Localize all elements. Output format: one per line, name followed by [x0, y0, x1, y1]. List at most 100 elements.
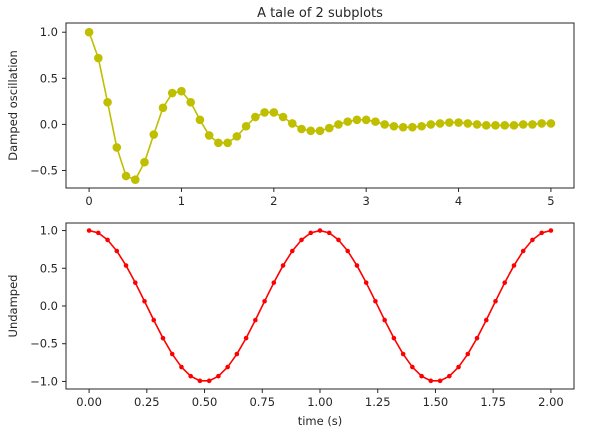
top-data-point	[398, 122, 408, 132]
bottom-data-point	[271, 280, 277, 285]
top-subplot-ylabel: Damped oscillation	[6, 50, 20, 160]
top-data-point	[251, 112, 260, 122]
bottom-data-point	[105, 237, 110, 243]
bottom-data-point	[262, 298, 267, 304]
bottom-data-point	[483, 317, 489, 323]
bottom-xtick-label: 1.75	[480, 395, 506, 409]
bottom-data-point	[123, 263, 129, 268]
top-xtick-label: 4	[455, 194, 462, 208]
bottom-data-point	[354, 263, 360, 268]
bottom-data-point	[86, 228, 92, 233]
bottom-data-point	[151, 317, 157, 323]
top-data-point	[112, 143, 122, 152]
bottom-data-point	[225, 364, 230, 370]
bottom-data-point	[520, 248, 526, 254]
bottom-data-point	[456, 364, 461, 370]
bottom-data-point	[216, 373, 221, 379]
top-data-point	[121, 171, 131, 181]
bottom-data-point	[363, 280, 369, 285]
bottom-subplot: Undamped time (s) 0.00 0.25 0.50 0.75 1.00 1.…	[6, 222, 575, 428]
bottom-data-point	[197, 378, 203, 384]
bottom-ytick-label: 1.0	[40, 224, 58, 238]
bottom-data-point	[114, 248, 120, 254]
top-data-point	[500, 121, 510, 130]
top-data-point	[306, 126, 316, 136]
top-data-point	[278, 112, 288, 122]
top-data-point	[380, 120, 389, 129]
top-subplot-title: A tale of 2 subplots	[257, 6, 383, 21]
bottom-data-point	[206, 378, 212, 384]
top-xtick-label: 0	[85, 194, 92, 208]
bottom-data-point	[308, 230, 314, 236]
top-data-point	[241, 121, 251, 131]
bottom-data-point	[188, 373, 193, 379]
bottom-xtick-label: 2.00	[538, 395, 564, 409]
bottom-data-point	[253, 317, 258, 323]
bottom-data-point	[548, 228, 554, 233]
bottom-data-point	[132, 280, 138, 285]
bottom-subplot-ylabel: Undamped	[6, 275, 20, 338]
top-data-point	[140, 157, 149, 167]
bottom-data-point	[373, 298, 378, 304]
top-data-point	[269, 108, 279, 117]
bottom-data-point	[336, 237, 341, 243]
bottom-data-point	[289, 248, 295, 254]
bottom-data-point	[96, 230, 101, 236]
top-data-point	[426, 120, 436, 129]
top-data-point	[546, 119, 556, 128]
top-data-point	[371, 117, 380, 126]
top-data-point	[445, 118, 454, 127]
top-data-point	[361, 115, 371, 125]
top-xtick-label: 1	[178, 194, 185, 208]
top-series-line	[88, 31, 551, 181]
bottom-xtick-label: 1.25	[365, 395, 391, 409]
top-data-point	[315, 126, 325, 136]
top-data-point	[324, 123, 334, 133]
top-data-point	[167, 88, 177, 98]
bottom-data-point	[419, 373, 424, 379]
bottom-data-point	[400, 351, 406, 357]
bottom-xtick-label: 0.00	[76, 395, 102, 409]
top-subplot-series	[84, 27, 556, 184]
top-data-point	[287, 119, 297, 128]
top-data-point	[223, 138, 232, 148]
bottom-subplot-frame	[65, 222, 575, 390]
bottom-xtick-label: 0.50	[192, 395, 218, 409]
bottom-data-point	[539, 230, 544, 236]
bottom-data-point	[447, 373, 452, 379]
top-xtick-label: 2	[270, 194, 277, 208]
bottom-data-point	[465, 351, 471, 357]
top-data-point	[158, 103, 168, 113]
bottom-data-point	[179, 364, 184, 370]
top-data-point	[149, 130, 159, 139]
top-data-point	[186, 97, 195, 107]
bottom-subplot-ticks: 0.00 0.25 0.50 0.75 1.00 1.25 1.50 1.75 2.00 −1.0…	[30, 224, 564, 409]
bottom-data-point	[234, 351, 240, 357]
top-data-point	[417, 121, 426, 131]
top-data-point	[130, 175, 140, 184]
top-data-point	[177, 86, 186, 96]
top-data-point	[463, 119, 473, 128]
top-xtick-label: 3	[363, 194, 370, 208]
bottom-data-point	[474, 335, 480, 341]
top-data-point	[297, 124, 306, 134]
top-data-point	[481, 121, 491, 130]
bottom-ytick-label: −1.0	[30, 374, 58, 388]
bottom-series-line	[88, 229, 552, 382]
bottom-data-point	[169, 351, 175, 357]
top-data-point	[343, 117, 353, 126]
bottom-subplot-xlabel: time (s)	[298, 414, 343, 428]
bottom-data-point	[437, 378, 443, 384]
top-data-point	[389, 121, 399, 131]
bottom-data-point	[160, 335, 166, 341]
bottom-data-point	[326, 230, 332, 236]
top-data-point	[509, 121, 519, 130]
top-data-point	[435, 119, 445, 128]
top-data-point	[518, 120, 528, 129]
top-data-point	[195, 115, 205, 125]
top-data-point	[214, 138, 223, 148]
bottom-ytick-label: −0.5	[30, 337, 58, 351]
top-data-point	[491, 121, 500, 130]
bottom-data-point	[428, 378, 434, 384]
